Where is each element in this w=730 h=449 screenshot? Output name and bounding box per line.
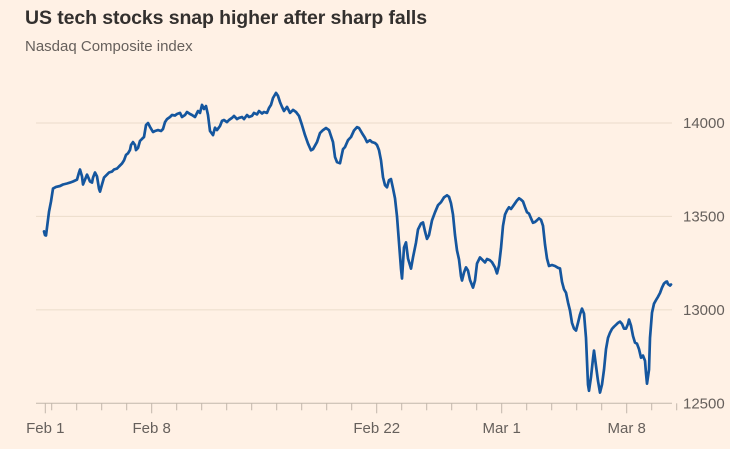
chart-subtitle: Nasdaq Composite index	[25, 38, 193, 55]
y-axis-label: 13000	[683, 302, 725, 319]
x-axis-label: Feb 8	[133, 420, 171, 437]
x-axis-label: Mar 8	[608, 420, 646, 437]
x-axis-label: Feb 22	[353, 420, 400, 437]
y-axis-label: 12500	[683, 395, 725, 412]
x-axis-label: Mar 1	[483, 420, 521, 437]
y-axis-label: 13500	[683, 208, 725, 225]
y-axis-label: 14000	[683, 115, 725, 132]
chart-title: US tech stocks snap higher after sharp f…	[25, 7, 427, 29]
x-axis-label: Feb 1	[26, 420, 64, 437]
nasdaq-price-line	[42, 91, 673, 394]
